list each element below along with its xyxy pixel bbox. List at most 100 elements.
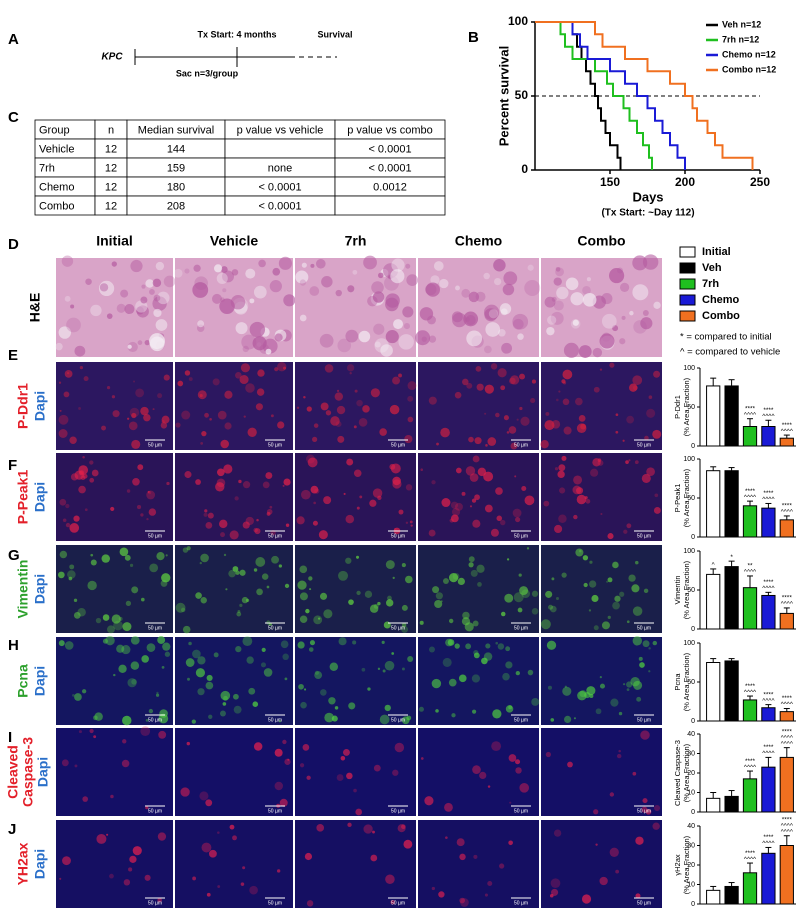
micrograph-feature <box>242 636 253 647</box>
y-axis-label: P-Peak1 <box>673 484 682 513</box>
micrograph-feature <box>556 398 559 402</box>
y-tick-label: 10 <box>687 881 695 888</box>
micrograph-feature <box>143 413 151 422</box>
micrograph-feature <box>607 577 613 583</box>
micrograph-feature <box>297 580 307 590</box>
micrograph-feature <box>306 900 314 907</box>
micrograph-feature <box>194 276 208 290</box>
micrograph-feature <box>320 402 329 411</box>
micrograph-feature <box>431 886 436 891</box>
micrograph-feature <box>554 524 563 534</box>
micrograph-feature <box>469 473 479 482</box>
y-axis-label: (% Area Fraction) <box>682 835 691 894</box>
micrograph-feature <box>447 639 455 646</box>
micrograph-feature <box>220 710 226 717</box>
micrograph-feature <box>89 728 94 734</box>
micrograph-feature <box>306 454 315 464</box>
micrograph-feature <box>223 695 228 701</box>
micrograph-feature <box>315 258 326 269</box>
micrograph-feature <box>123 879 131 886</box>
bar <box>742 505 758 538</box>
significance: **** <box>745 488 756 495</box>
micrograph-feature <box>155 261 165 271</box>
micrograph-feature <box>372 291 385 303</box>
micrograph-feature <box>284 677 288 681</box>
micrograph-feature <box>73 515 80 522</box>
micrograph-feature <box>578 414 586 422</box>
micrograph-feature <box>133 380 136 383</box>
micrograph-feature <box>91 469 99 477</box>
y-tick-label: 20 <box>687 770 695 777</box>
micrograph-feature <box>224 422 232 430</box>
micrograph-feature <box>451 507 461 517</box>
micrograph-feature <box>391 258 405 272</box>
significance: ^^^^ <box>762 496 775 503</box>
micrograph-feature <box>387 595 392 601</box>
micrograph-feature <box>80 475 86 481</box>
micrograph-feature <box>252 336 267 351</box>
micrograph-feature <box>567 761 573 768</box>
micrograph-feature <box>632 636 643 646</box>
micrograph-feature <box>600 512 603 516</box>
micrograph-feature <box>431 480 436 485</box>
micrograph-feature <box>358 330 371 343</box>
micrograph-feature <box>157 832 167 841</box>
micrograph-feature <box>652 822 660 830</box>
micrograph-feature <box>609 792 615 797</box>
micrograph-feature <box>642 310 649 316</box>
micrograph-feature <box>473 652 480 659</box>
micrograph-feature <box>493 258 506 272</box>
micrograph-feature <box>393 528 397 531</box>
micrograph-feature <box>184 471 192 479</box>
micrograph-feature <box>588 580 597 588</box>
micrograph-feature <box>297 641 305 649</box>
row-label: Vimentin <box>15 560 31 619</box>
micrograph-feature <box>323 496 332 505</box>
micrograph-feature <box>428 335 437 343</box>
micrograph <box>295 637 416 725</box>
micrograph-feature <box>106 386 111 390</box>
micrograph-feature <box>358 418 368 427</box>
micrograph-feature <box>590 468 599 477</box>
scale-bar-label: 50 µm <box>268 808 282 814</box>
micrograph-feature <box>553 277 562 286</box>
micrograph-feature <box>450 501 459 509</box>
micrograph-feature <box>610 698 619 707</box>
micrograph-feature <box>576 494 587 505</box>
micrograph-feature <box>363 255 377 270</box>
micrograph-feature <box>239 603 243 607</box>
micrograph-feature <box>113 673 116 677</box>
micrograph-feature <box>152 408 155 411</box>
table-text: 12 <box>105 200 117 212</box>
micrograph-feature <box>274 781 284 791</box>
table-text: 144 <box>167 143 185 155</box>
micrograph-feature <box>252 701 259 707</box>
micrograph-feature <box>66 372 70 375</box>
micrograph-feature <box>346 772 353 780</box>
scale-bar-label: 50 µm <box>268 442 282 448</box>
survival-line <box>535 21 653 170</box>
micrograph-feature <box>516 418 519 421</box>
micrograph-feature <box>284 583 290 589</box>
micrograph-feature <box>503 415 509 421</box>
scale-bar-label: 50 µm <box>391 808 405 814</box>
micrograph-feature <box>609 847 619 857</box>
micrograph-feature <box>67 570 76 579</box>
micrograph-feature <box>452 572 460 580</box>
micrograph-feature <box>393 319 404 330</box>
micrograph-feature <box>550 311 564 325</box>
micrograph-feature <box>577 690 587 701</box>
column-header: 7rh <box>345 233 367 249</box>
bar <box>761 426 776 447</box>
micrograph-feature <box>137 464 144 471</box>
micrograph-feature <box>448 678 457 687</box>
micrograph-feature <box>187 677 190 681</box>
micrograph-feature <box>120 289 129 298</box>
micrograph-feature <box>58 414 69 425</box>
micrograph-feature <box>545 590 553 598</box>
significance: ^^^^ <box>781 822 794 829</box>
scale-bar-label: 50 µm <box>148 533 162 539</box>
micrograph-feature <box>235 371 242 379</box>
micrograph-feature <box>299 592 308 601</box>
bar <box>761 507 776 538</box>
